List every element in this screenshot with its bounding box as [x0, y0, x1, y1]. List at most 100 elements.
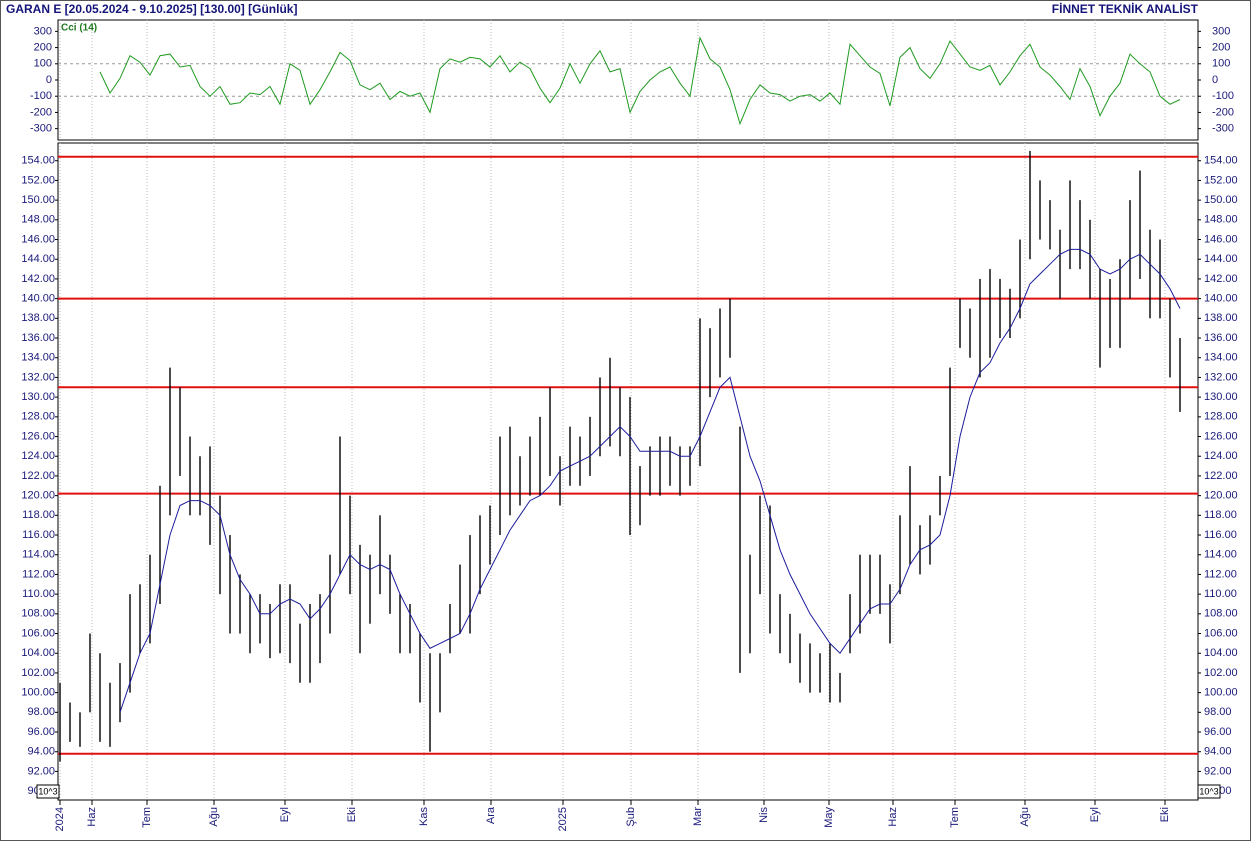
x-tick-label: Haz — [86, 807, 98, 827]
x-tick-label: Ara — [485, 806, 497, 824]
unit-label: 10^3 — [38, 786, 57, 796]
y-tick-label: 106.00 — [21, 627, 55, 639]
x-tick-label: Ağu — [1019, 807, 1031, 827]
y2-tick-label: 128.00 — [1204, 411, 1238, 423]
y-tick-label: 150.00 — [21, 194, 55, 206]
x-tick-label: 2025 — [557, 807, 569, 831]
y2-tick-label: 100 — [1212, 58, 1230, 70]
y2-tick-label: 132.00 — [1204, 371, 1238, 383]
y2-tick-label: 120.00 — [1204, 490, 1238, 502]
y-tick-label: 120.00 — [21, 490, 55, 502]
y-tick-label: 102.00 — [21, 667, 55, 679]
y2-tick-label: 0 — [1212, 74, 1218, 86]
moving-average — [119, 248, 1181, 713]
y-tick-label: 118.00 — [22, 509, 55, 521]
y2-tick-label: 94.00 — [1204, 746, 1232, 758]
y2-tick-label: 144.00 — [1204, 253, 1238, 265]
y-tick-label: 128.00 — [21, 411, 55, 423]
y-tick-label: 146.00 — [21, 233, 55, 245]
y-tick-label: 144.00 — [21, 253, 55, 265]
y2-tick-label: 148.00 — [1204, 214, 1238, 226]
y-tick-label: 138.00 — [21, 312, 55, 324]
y-tick-label: 112.00 — [22, 568, 55, 580]
y-tick-label: 104.00 — [21, 647, 55, 659]
y-tick-label: 108.00 — [21, 608, 55, 620]
y-tick-label: 142.00 — [21, 273, 55, 285]
y-tick-label: -200 — [30, 106, 52, 118]
y2-tick-label: 116.00 — [1204, 529, 1237, 541]
unit-box-left — [36, 784, 60, 799]
x-tick-label: Tem — [141, 807, 153, 828]
x-tick-label: Nis — [758, 807, 770, 823]
y2-tick-label: 114.00 — [1204, 549, 1237, 561]
y-tick-label: 126.00 — [21, 430, 55, 442]
y2-tick-label: 106.00 — [1204, 627, 1238, 639]
y-tick-label: 98.00 — [27, 706, 55, 718]
x-tick-label: Tem — [949, 807, 961, 828]
y2-tick-label: -100 — [1212, 90, 1234, 102]
y-tick-label: 134.00 — [21, 352, 55, 364]
y-tick-label: 122.00 — [21, 470, 55, 482]
y2-tick-label: 100.00 — [1204, 687, 1238, 699]
y2-tick-label: 102.00 — [1204, 667, 1238, 679]
x-tick-label: Haz — [887, 807, 899, 827]
header-right: FİNNET TEKNİK ANALİST — [1052, 1, 1199, 16]
unit-label: 10^3 — [1199, 786, 1218, 796]
y2-tick-label: 96.00 — [1204, 726, 1232, 738]
y2-tick-label: 142.00 — [1204, 273, 1238, 285]
cci-label: Cci (14) — [61, 23, 97, 34]
y2-tick-label: 98.00 — [1204, 706, 1232, 718]
y2-tick-label: 140.00 — [1204, 293, 1238, 305]
y2-tick-label: 108.00 — [1204, 608, 1238, 620]
y-tick-label: 300 — [34, 25, 52, 37]
y2-tick-label: 122.00 — [1204, 470, 1238, 482]
y2-tick-label: 92.00 — [1204, 765, 1232, 777]
y2-tick-label: 118.00 — [1204, 509, 1237, 521]
y2-tick-label: -200 — [1212, 106, 1234, 118]
y-tick-label: 124.00 — [21, 450, 55, 462]
x-tick-label: Mar — [692, 807, 704, 826]
y2-tick-label: 136.00 — [1204, 332, 1238, 344]
y2-tick-label: 150.00 — [1204, 194, 1238, 206]
y-tick-label: -300 — [30, 123, 52, 135]
x-tick-label: 2024 — [54, 807, 66, 831]
y-tick-label: 152.00 — [21, 174, 55, 186]
y2-tick-label: 154.00 — [1204, 155, 1238, 167]
x-tick-label: Eyl — [1089, 807, 1101, 822]
cci-line — [99, 36, 1181, 126]
x-tick-label: Şub — [625, 807, 637, 827]
x-tick-label: Ağu — [208, 807, 220, 827]
x-tick-label: Kas — [418, 807, 430, 826]
y-tick-label: 110.00 — [22, 588, 55, 600]
y-tick-label: 154.00 — [21, 155, 55, 167]
y-tick-label: 114.00 — [22, 549, 55, 561]
y2-tick-label: 130.00 — [1204, 391, 1238, 403]
y2-tick-label: 124.00 — [1204, 450, 1238, 462]
x-tick-label: Eki — [1159, 807, 1171, 822]
y2-tick-label: 112.00 — [1204, 568, 1237, 580]
x-tick-label: Eki — [346, 807, 358, 822]
y-tick-label: 92.00 — [27, 765, 55, 777]
y2-tick-label: 138.00 — [1204, 312, 1238, 324]
y2-tick-label: 200 — [1212, 41, 1230, 53]
y2-tick-label: 104.00 — [1204, 647, 1238, 659]
y-tick-label: 116.00 — [22, 529, 55, 541]
y2-tick-label: 146.00 — [1204, 233, 1238, 245]
y2-tick-label: 134.00 — [1204, 352, 1238, 364]
y-tick-label: 136.00 — [21, 332, 55, 344]
y-tick-label: 96.00 — [27, 726, 55, 738]
x-tick-label: Eyl — [279, 807, 291, 822]
y2-tick-label: 110.00 — [1204, 588, 1237, 600]
price-panel — [57, 142, 1199, 801]
y-tick-label: 100.00 — [21, 687, 55, 699]
y-tick-label: 0 — [46, 74, 52, 86]
y2-tick-label: 300 — [1212, 25, 1230, 37]
y-tick-label: 132.00 — [21, 371, 55, 383]
y-tick-label: 140.00 — [21, 293, 55, 305]
y2-tick-label: -300 — [1212, 123, 1234, 135]
y-tick-label: -100 — [30, 90, 52, 102]
y-tick-label: 130.00 — [21, 391, 55, 403]
